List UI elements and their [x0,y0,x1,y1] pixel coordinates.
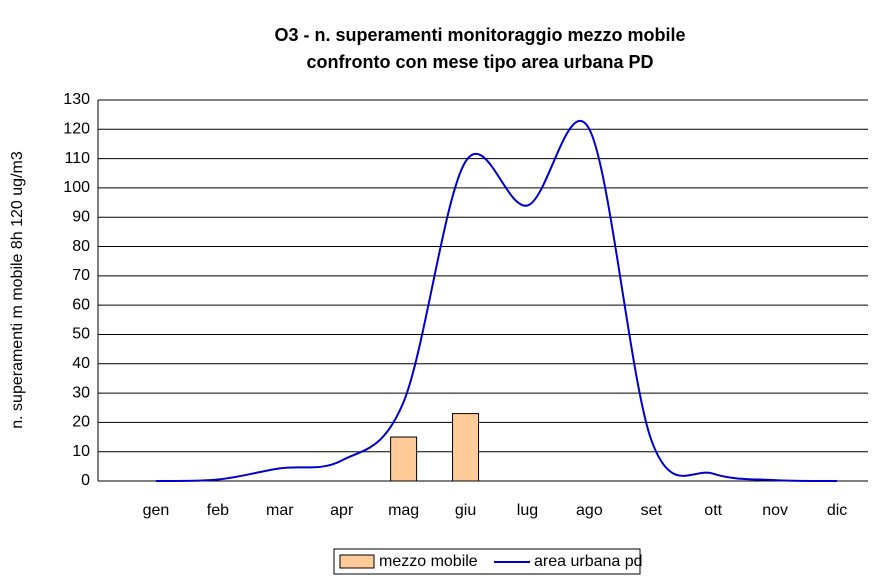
x-tick-label: ago [576,502,603,519]
y-tick-label: 40 [72,355,90,372]
y-tick-label: 30 [72,384,90,401]
y-tick-label: 60 [72,296,90,313]
y-tick-label: 0 [81,472,90,489]
x-tick-label: feb [207,502,229,519]
bar [390,436,418,482]
chart-title: confronto con mese tipo area urbana PD [306,52,653,72]
x-tick-label: mar [266,502,294,519]
y-tick-label: 120 [63,121,90,138]
y-tick-label: 110 [64,150,90,167]
chart-title: O3 - n. superamenti monitoraggio mezzo m… [274,25,685,45]
line [155,119,838,482]
y-tick-label: 100 [63,179,90,196]
x-tick-label: giu [455,502,476,519]
legend-swatch [339,554,375,569]
x-tick-label: gen [143,502,170,519]
y-tick-label: 70 [72,267,90,284]
y-tick-label: 50 [72,326,90,343]
y-tick-label: 130 [63,91,90,108]
x-tick-label: lug [517,502,538,519]
y-tick-label: 80 [72,238,90,255]
x-tick-label: apr [330,502,354,519]
bar [452,413,480,482]
x-tick-label: dic [827,502,847,519]
legend-box [333,548,641,575]
y-tick-label: 90 [72,208,90,225]
y-tick-label: 10 [72,443,90,460]
x-tick-label: ott [704,502,722,519]
y-axis-label: n. superamenti m mobile 8h 120 ug/m3 [9,151,26,429]
legend-label: mezzo mobile [379,553,478,570]
y-tick-label: 20 [72,414,90,431]
x-tick-label: nov [762,502,788,519]
legend-label: area urbana pd [534,553,643,570]
x-tick-label: set [641,502,663,519]
x-tick-label: mag [388,502,419,519]
